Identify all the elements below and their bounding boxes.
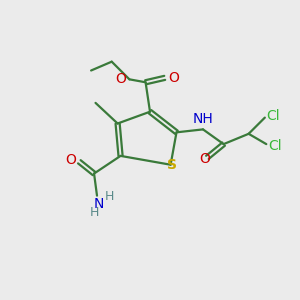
Text: Cl: Cl bbox=[266, 109, 280, 123]
Text: N: N bbox=[93, 197, 104, 211]
Text: H: H bbox=[89, 206, 99, 219]
Text: O: O bbox=[199, 152, 210, 166]
Text: H: H bbox=[105, 190, 115, 203]
Text: O: O bbox=[168, 71, 179, 85]
Text: S: S bbox=[167, 158, 177, 172]
Text: NH: NH bbox=[193, 112, 213, 126]
Text: Cl: Cl bbox=[268, 139, 281, 153]
Text: O: O bbox=[65, 153, 76, 167]
Text: O: O bbox=[116, 72, 126, 86]
